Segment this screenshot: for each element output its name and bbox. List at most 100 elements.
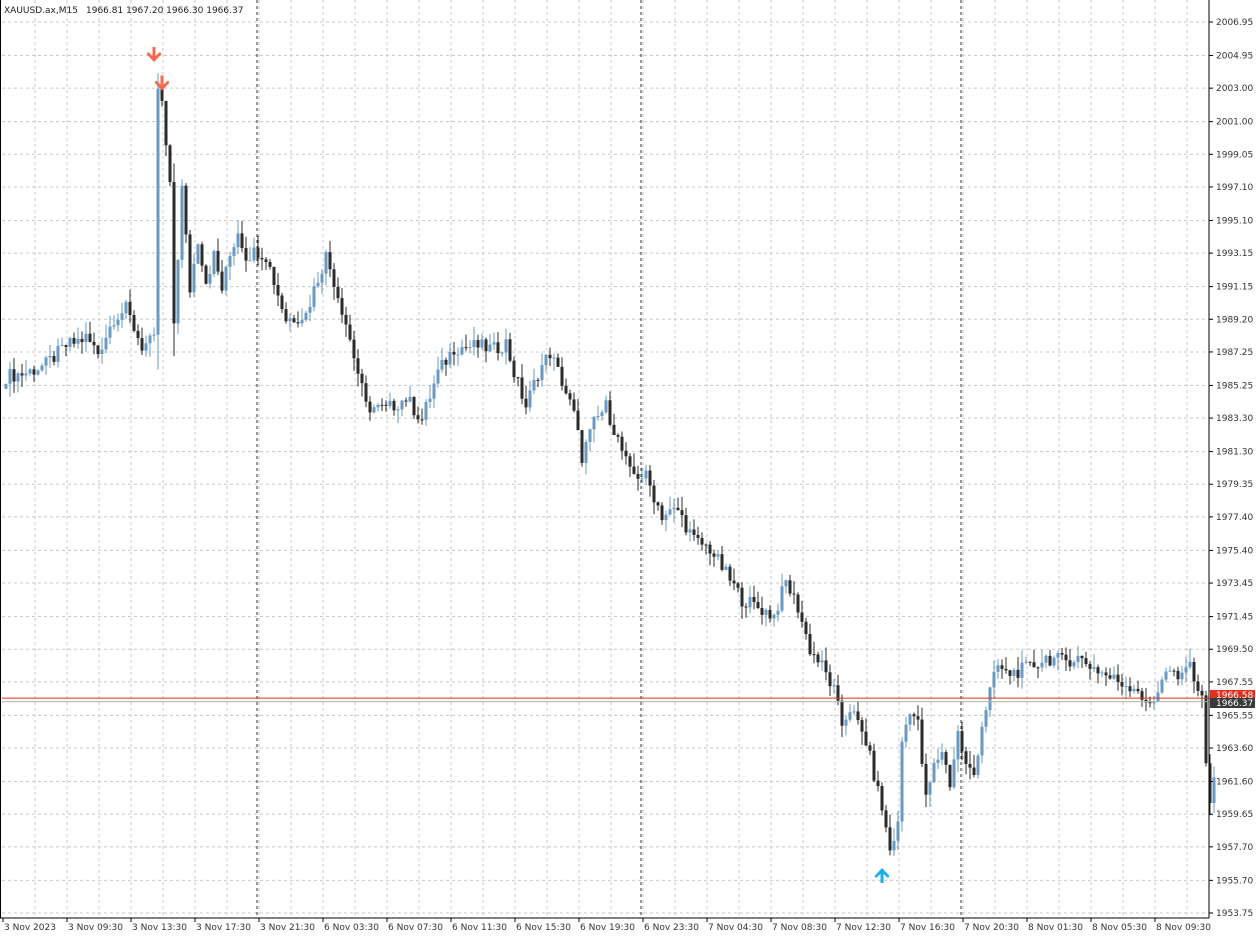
- candle[interactable]: [164, 100, 168, 156]
- candle[interactable]: [192, 253, 196, 298]
- candle[interactable]: [336, 277, 340, 303]
- candle[interactable]: [332, 263, 336, 300]
- candle[interactable]: [1200, 684, 1204, 708]
- candle[interactable]: [1052, 655, 1056, 669]
- candle[interactable]: [1020, 650, 1024, 689]
- candle[interactable]: [1120, 674, 1124, 696]
- candle[interactable]: [140, 327, 144, 355]
- candle[interactable]: [536, 377, 540, 388]
- candle[interactable]: [916, 705, 920, 731]
- candle[interactable]: [20, 363, 24, 387]
- candle[interactable]: [400, 400, 404, 417]
- candle[interactable]: [528, 380, 532, 412]
- candle[interactable]: [356, 348, 360, 387]
- candle[interactable]: [1132, 684, 1136, 694]
- candle[interactable]: [1004, 657, 1008, 674]
- candle[interactable]: [492, 332, 496, 351]
- candle[interactable]: [268, 258, 272, 270]
- candle[interactable]: [180, 179, 184, 269]
- candle[interactable]: [1008, 669, 1012, 685]
- candle[interactable]: [608, 391, 612, 427]
- candle[interactable]: [616, 433, 620, 443]
- candle[interactable]: [276, 272, 280, 306]
- candle[interactable]: [588, 428, 592, 452]
- candle[interactable]: [1188, 648, 1192, 670]
- candle[interactable]: [552, 353, 556, 371]
- candle[interactable]: [864, 718, 868, 747]
- candle[interactable]: [1156, 680, 1160, 703]
- candle[interactable]: [776, 603, 780, 622]
- candle[interactable]: [828, 664, 832, 697]
- candle[interactable]: [88, 321, 92, 343]
- candle[interactable]: [972, 754, 976, 778]
- candle[interactable]: [380, 398, 384, 412]
- candle[interactable]: [68, 336, 72, 351]
- candle[interactable]: [944, 749, 948, 774]
- candle[interactable]: [300, 308, 304, 327]
- candle[interactable]: [1144, 688, 1148, 712]
- candle[interactable]: [1172, 668, 1176, 677]
- candle[interactable]: [76, 327, 80, 350]
- candle[interactable]: [948, 764, 952, 791]
- candle[interactable]: [808, 623, 812, 657]
- candle[interactable]: [704, 543, 708, 555]
- candle[interactable]: [816, 651, 820, 667]
- candle[interactable]: [860, 717, 864, 745]
- price-axis[interactable]: 2006.95 2004.95 2003.00 2001.00 1999.05 1997.…: [1209, 18, 1253, 919]
- candle[interactable]: [1204, 690, 1208, 767]
- candle[interactable]: [604, 395, 608, 415]
- candle[interactable]: [260, 247, 264, 271]
- candle[interactable]: [116, 313, 120, 332]
- candle[interactable]: [900, 736, 904, 832]
- candle[interactable]: [372, 404, 376, 414]
- candle[interactable]: [132, 310, 136, 333]
- candle[interactable]: [1136, 680, 1140, 694]
- candle[interactable]: [184, 183, 188, 244]
- candle[interactable]: [624, 442, 628, 465]
- candle[interactable]: [376, 403, 380, 412]
- candle[interactable]: [156, 73, 160, 370]
- candle[interactable]: [1124, 676, 1128, 700]
- candle[interactable]: [668, 496, 672, 516]
- candle[interactable]: [876, 770, 880, 792]
- candle[interactable]: [312, 278, 316, 312]
- candle[interactable]: [508, 332, 512, 363]
- candle[interactable]: [888, 814, 892, 856]
- candle[interactable]: [80, 331, 84, 354]
- candle[interactable]: [676, 497, 680, 511]
- candle[interactable]: [844, 714, 848, 736]
- candle[interactable]: [856, 701, 860, 725]
- candle[interactable]: [432, 375, 436, 409]
- candle[interactable]: [696, 526, 700, 545]
- candle[interactable]: [620, 431, 624, 460]
- candle[interactable]: [1056, 650, 1060, 671]
- candle[interactable]: [412, 396, 416, 419]
- candle[interactable]: [1024, 656, 1028, 665]
- candle[interactable]: [1068, 648, 1072, 672]
- candle[interactable]: [384, 400, 388, 412]
- candle[interactable]: [4, 383, 8, 389]
- candle[interactable]: [420, 408, 424, 425]
- candle[interactable]: [760, 596, 764, 625]
- candle[interactable]: [32, 365, 36, 383]
- candle[interactable]: [188, 229, 192, 298]
- candle[interactable]: [600, 409, 604, 421]
- candle[interactable]: [800, 600, 804, 628]
- candle[interactable]: [848, 704, 852, 723]
- candle[interactable]: [736, 581, 740, 593]
- candle[interactable]: [1016, 657, 1020, 688]
- candle[interactable]: [496, 332, 500, 361]
- candle[interactable]: [304, 310, 308, 322]
- candle[interactable]: [16, 371, 20, 393]
- candle[interactable]: [112, 315, 116, 330]
- candle[interactable]: [872, 743, 876, 783]
- candle[interactable]: [580, 429, 584, 467]
- candle[interactable]: [168, 144, 172, 187]
- candle[interactable]: [1208, 754, 1212, 816]
- candle[interactable]: [520, 364, 524, 405]
- candle[interactable]: [212, 249, 216, 277]
- candle[interactable]: [1060, 647, 1064, 661]
- candle[interactable]: [732, 568, 736, 591]
- candle[interactable]: [448, 343, 452, 368]
